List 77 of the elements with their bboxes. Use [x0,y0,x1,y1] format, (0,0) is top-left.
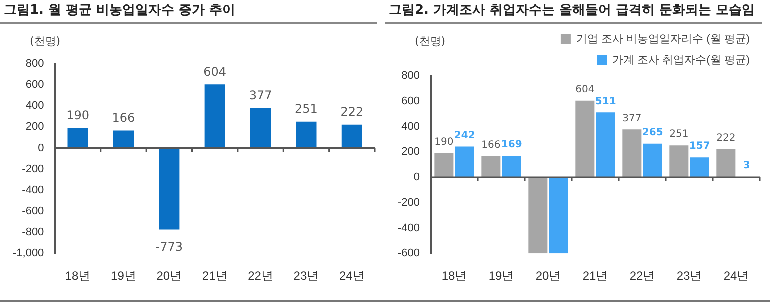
y-tick-label: 400 [26,100,44,112]
bar [455,146,474,178]
y-axis-title: (천명) [30,34,61,49]
y-tick-label: 200 [402,146,420,158]
x-tick-label: 19년 [111,269,136,284]
chart-title: 그림2. 가계조사 취업자수는 올해들어 급격히 둔화되는 모습임 [385,0,762,24]
data-label: 166 [112,110,136,125]
data-label: 222 [716,132,736,144]
data-label: 190 [434,136,454,148]
legend-label: 가계 조사 취업자수(월 평균) [612,54,750,67]
y-tick-label: -800 [22,226,44,239]
y-tick-label: 800 [402,70,420,82]
bar [204,84,226,148]
y-tick-label: 0 [414,172,420,184]
data-label: 3 [743,160,750,172]
bar [528,177,548,254]
bar [576,100,595,178]
bar [113,130,134,148]
data-label: 265 [642,127,664,138]
x-tick-label: 23년 [676,269,702,284]
data-label: 604 [576,84,595,96]
bar [716,149,736,178]
y-tick-label: 400 [402,120,420,133]
bar [670,146,689,178]
x-tick-label: 18년 [65,269,91,284]
y-tick-label: 600 [26,79,44,92]
y-tick-label: -400 [398,222,420,234]
data-label: 190 [66,108,90,122]
y-axis-title: (천명) [415,34,446,49]
bar [482,156,501,178]
y-tick-label: -600 [22,206,44,218]
bar [549,177,568,254]
y-tick-label: -200 [22,163,44,176]
x-tick-label: 20년 [156,269,182,284]
y-tick-label: -200 [398,196,420,209]
data-label: -773 [156,240,184,254]
data-label: 251 [295,102,318,116]
y-tick-label: -1,000 [12,248,44,260]
bar [622,130,642,178]
data-label: 166 [482,140,501,152]
y-tick-label: 200 [26,121,44,134]
data-label: 169 [501,140,522,151]
bar [690,158,710,178]
bar [596,112,616,178]
x-tick-label: 24년 [724,269,750,284]
bar [643,144,662,178]
x-tick-label: 24년 [339,269,365,284]
legend-label: 기업 조사 비농업일자리수 (월 평균) [576,34,750,46]
bar [68,128,88,148]
data-label: 377 [622,113,642,124]
x-tick-label: 22년 [248,269,274,284]
x-tick-label: 21년 [582,269,608,284]
data-label: 377 [249,88,272,103]
bar [434,153,454,178]
data-label: 604 [204,64,227,79]
x-tick-label: 23년 [294,269,320,284]
y-tick-label: 0 [38,142,44,154]
bar [502,156,522,178]
y-tick-label: 600 [402,95,420,108]
data-label: 157 [689,141,710,152]
bar [159,148,180,230]
bar [296,122,317,148]
x-tick-label: 19년 [488,269,514,284]
data-label: 511 [595,96,616,108]
x-tick-label: 20년 [536,269,562,284]
x-tick-label: 18년 [442,269,468,284]
y-tick-label: -600 [398,248,420,260]
chart-title: 그림1. 월 평균 비농업일자수 증가 추이 [0,0,377,24]
data-label: 251 [670,129,689,140]
y-tick-label: 800 [26,58,44,70]
bar [342,124,362,148]
y-tick-label: -400 [22,184,44,196]
data-label: 222 [340,105,364,120]
data-label: 242 [454,130,476,142]
x-tick-label: 21년 [202,269,228,284]
bar [250,108,272,148]
x-tick-label: 22년 [630,269,656,284]
